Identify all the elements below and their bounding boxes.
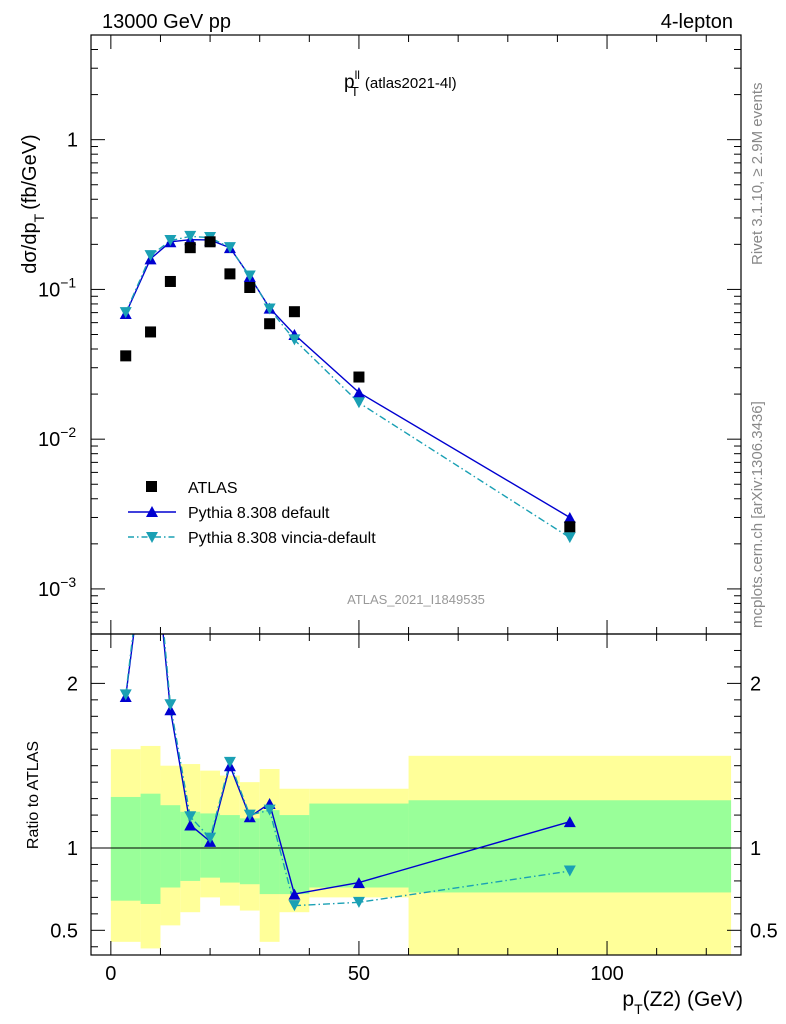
- point-pythia-vincia-1: [144, 250, 157, 262]
- y-axis-label-rest: (fb/GeV): [19, 134, 41, 210]
- ratio-tick-label-left: 1: [67, 838, 78, 860]
- point-pythia-vincia-6: [243, 270, 256, 282]
- inner-band-5: [220, 815, 240, 883]
- mcplots-label: mcplots.cern.ch [arXiv:1306.3436]: [749, 401, 766, 628]
- point-atlas-2: [164, 275, 176, 287]
- point-atlas-8: [288, 306, 300, 318]
- inner-band-10: [408, 800, 732, 893]
- x-axis-label-sub: T: [634, 1001, 643, 1017]
- rivet-label: Rivet 3.1.10, ≥ 2.9M events: [749, 83, 766, 266]
- inner-band-9: [309, 803, 409, 888]
- legend-label-atlas: ATLAS: [188, 480, 238, 497]
- ratio-point-pythia-vincia-3: [184, 811, 197, 823]
- point-pythia-vincia-8: [288, 334, 301, 346]
- point-pythia-vincia-0: [119, 307, 132, 319]
- ratio-panel: [91, 497, 741, 955]
- legend-marker-pythia-default: [146, 506, 158, 517]
- y-tick-label-exp: −3: [60, 574, 76, 590]
- plot-title: pll T (atlas2021-4l): [344, 68, 457, 99]
- point-atlas-10: [564, 521, 576, 533]
- legend: ATLAS Pythia 8.308 default Pythia 8.308 …: [128, 480, 376, 547]
- series-line-pythia-default: [125, 238, 571, 519]
- ratio-tick-label-left: 0.5: [50, 920, 78, 942]
- point-pythia-vincia-3: [184, 230, 197, 242]
- point-atlas-3: [184, 242, 196, 254]
- point-atlas-5: [224, 268, 236, 280]
- point-pythia-default-9: [352, 386, 365, 398]
- inner-band-2: [160, 805, 181, 888]
- ratio-point-pythia-vincia-8: [288, 900, 301, 912]
- ratio-point-pythia-default-10: [563, 816, 576, 828]
- y-tick-label-exp: −2: [60, 424, 76, 440]
- point-atlas-4: [204, 236, 216, 248]
- x-tick-label: 50: [348, 963, 370, 985]
- point-atlas-0: [120, 350, 132, 362]
- point-pythia-vincia-5: [223, 242, 236, 254]
- point-pythia-vincia-10: [563, 532, 576, 544]
- plot-title-rest: (atlas2021-4l): [365, 75, 457, 92]
- x-tick-label: 100: [590, 963, 623, 985]
- point-atlas-9: [353, 371, 365, 383]
- ratio-point-pythia-vincia-9: [352, 896, 365, 908]
- header-left: 13000 GeV pp: [102, 11, 231, 33]
- point-pythia-vincia-9: [352, 397, 365, 409]
- point-pythia-default-10: [563, 511, 576, 523]
- y-tick-label-base: 10: [38, 429, 60, 451]
- ratio-point-pythia-vincia-6: [243, 809, 256, 821]
- legend-label-pythia-default: Pythia 8.308 default: [188, 505, 330, 522]
- y-tick-label: 10−3: [38, 574, 76, 601]
- ratio-point-pythia-default-1: [145, 497, 157, 508]
- y-tick-label-base: 10: [38, 279, 60, 301]
- ratio-frame: [90, 633, 742, 956]
- inner-band-6: [239, 818, 260, 885]
- inner-band-8: [279, 815, 310, 895]
- point-atlas-7: [264, 318, 276, 330]
- ratio-point-pythia-default-8: [288, 888, 301, 900]
- x-tick-label: 0: [105, 963, 116, 985]
- header-right: 4-lepton: [661, 11, 733, 33]
- plot-title-sup: ll: [355, 68, 360, 82]
- y-tick-label: 10−2: [38, 424, 76, 451]
- x-axis-label-rest: (Z2) (GeV): [643, 988, 743, 1011]
- analysis-watermark: ATLAS_2021_I1849535: [347, 592, 485, 607]
- ratio-tick-label-right: 2: [750, 673, 761, 695]
- ratio-point-pythia-vincia-5: [223, 756, 236, 768]
- ratio-point-pythia-vincia-0: [119, 689, 132, 701]
- ratio-tick-label-right: 0.5: [750, 920, 778, 942]
- y-tick-label: 1: [67, 130, 78, 152]
- y-tick-label-exp: −1: [60, 274, 76, 290]
- y-axis-label-main: dσ/dp: [19, 222, 41, 273]
- x-axis-label-main: p: [622, 988, 634, 1011]
- plot-title-sub: T: [351, 84, 359, 99]
- legend-marker-pythia-vincia: [146, 532, 158, 543]
- inner-band-0: [110, 796, 141, 901]
- ratio-y-axis-label: Ratio to ATLAS: [25, 741, 42, 849]
- y-tick-label-base: 1: [67, 130, 78, 152]
- ratio-point-pythia-vincia-4: [204, 832, 217, 844]
- ratio-point-pythia-vincia-2: [164, 699, 177, 711]
- point-atlas-1: [145, 326, 157, 338]
- point-atlas-6: [244, 281, 256, 293]
- y-tick-label-base: 10: [38, 579, 60, 601]
- ratio-point-pythia-vincia-7: [263, 804, 276, 816]
- inner-band-1: [140, 793, 161, 904]
- ratio-tick-label-left: 2: [67, 673, 78, 695]
- ratio-point-pythia-default-3: [184, 819, 197, 831]
- plot-title-main: p: [344, 72, 355, 93]
- inner-band-7: [259, 810, 280, 895]
- y-axis-label-sub: T: [31, 213, 47, 222]
- legend-label-pythia-vincia: Pythia 8.308 vincia-default: [188, 530, 376, 547]
- y-axis-label: dσ/dpT (fb/GeV): [19, 134, 47, 273]
- y-tick-label: 10−1: [38, 274, 76, 301]
- ratio-point-pythia-default-9: [352, 877, 365, 889]
- point-pythia-vincia-7: [263, 303, 276, 315]
- ratio-tick-label-right: 1: [750, 838, 761, 860]
- main-panel: [119, 230, 576, 544]
- legend-marker-atlas: [146, 481, 157, 492]
- point-pythia-vincia-2: [164, 235, 177, 247]
- ratio-point-pythia-vincia-10: [563, 865, 576, 877]
- x-axis-label: pT(Z2) (GeV): [622, 988, 743, 1017]
